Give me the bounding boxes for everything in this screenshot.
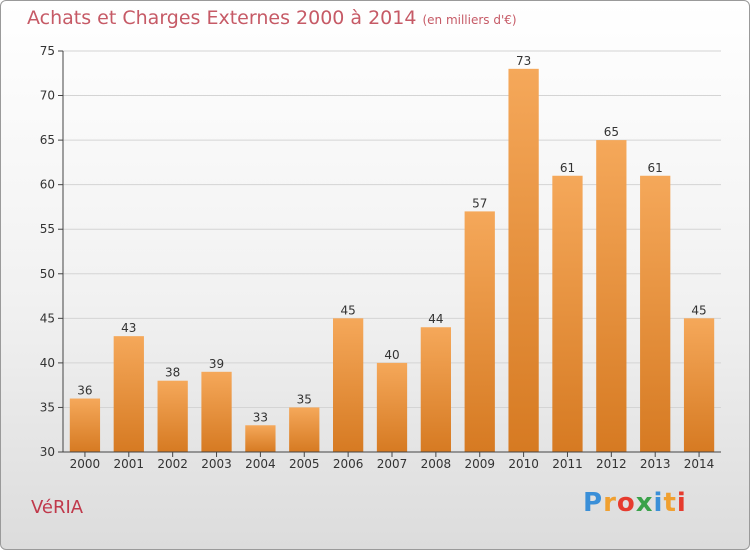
bar-2014 bbox=[683, 318, 715, 452]
data-label: 61 bbox=[648, 161, 663, 175]
bar-2008 bbox=[420, 327, 452, 452]
data-label: 38 bbox=[165, 366, 180, 380]
data-label: 40 bbox=[384, 348, 399, 362]
logo-letter: r bbox=[603, 488, 617, 518]
data-label: 36 bbox=[77, 384, 92, 398]
data-label: 57 bbox=[472, 196, 487, 210]
y-tick-label: 45 bbox=[40, 311, 55, 325]
logo-letter: i bbox=[653, 488, 664, 518]
bar-2009 bbox=[464, 211, 495, 452]
axes: 30 35 40 45 50 55 60 65 70 75 2000 2001 2002 2003 2004… bbox=[40, 44, 721, 471]
logo-letter: o bbox=[616, 488, 636, 518]
x-tick-label: 2010 bbox=[508, 457, 539, 471]
x-tick-label: 2012 bbox=[596, 457, 627, 471]
bar-2004 bbox=[245, 425, 276, 452]
bar-2005 bbox=[289, 407, 320, 452]
x-tick-label: 2002 bbox=[157, 457, 188, 471]
x-tick-label: 2009 bbox=[464, 457, 495, 471]
data-label: 35 bbox=[297, 392, 312, 406]
x-tick-label: 2013 bbox=[640, 457, 671, 471]
y-tick-label: 55 bbox=[40, 222, 55, 236]
logo-letter: x bbox=[635, 488, 654, 518]
data-label: 44 bbox=[428, 312, 443, 326]
data-label: 45 bbox=[340, 303, 355, 317]
x-tick-label: 2008 bbox=[421, 457, 452, 471]
y-tick-label: 40 bbox=[40, 356, 55, 370]
bar-2010 bbox=[508, 68, 539, 453]
y-tick-label: 65 bbox=[40, 133, 55, 147]
y-tick-label: 75 bbox=[40, 44, 55, 58]
data-label: 45 bbox=[691, 303, 706, 317]
x-tick-label: 2011 bbox=[552, 457, 583, 471]
x-tick-label: 2000 bbox=[70, 457, 101, 471]
data-label: 65 bbox=[604, 125, 619, 139]
y-tick-label: 50 bbox=[40, 267, 55, 281]
bar-2002 bbox=[157, 380, 188, 452]
x-tick-label: 2007 bbox=[377, 457, 408, 471]
bar-2011 bbox=[552, 175, 583, 452]
bar-2001 bbox=[113, 336, 144, 452]
chart-title: Achats et Charges Externes 2000 à 2014 (e… bbox=[27, 7, 517, 29]
bar-2012 bbox=[596, 140, 627, 452]
bar-2013 bbox=[640, 175, 671, 452]
logo-letter: P bbox=[583, 488, 604, 518]
x-tick-label: 2001 bbox=[114, 457, 145, 471]
bar-2006 bbox=[332, 318, 364, 452]
data-label: 73 bbox=[516, 54, 531, 68]
proxiti-logo: Proxiti bbox=[583, 488, 687, 518]
logo-letter: t bbox=[663, 488, 677, 518]
y-tick-label: 30 bbox=[40, 445, 55, 459]
bar-2000 bbox=[69, 398, 101, 452]
y-tick-label: 60 bbox=[40, 178, 55, 192]
bar-2003 bbox=[201, 371, 232, 452]
data-label: 61 bbox=[560, 161, 575, 175]
bar-2007 bbox=[376, 362, 408, 452]
x-tick-label: 2004 bbox=[245, 457, 276, 471]
y-tick-label: 35 bbox=[40, 400, 55, 414]
chart-title-text: Achats et Charges Externes 2000 à 2014 bbox=[27, 7, 417, 29]
y-tick-label: 70 bbox=[40, 89, 55, 103]
bars: 36 43 38 39 33 35 45 40 44 57 73 61 65 61 45 bbox=[69, 54, 715, 453]
data-label: 33 bbox=[253, 410, 268, 424]
logo-letter: i bbox=[676, 488, 687, 518]
commune-name: VéRIA bbox=[31, 497, 84, 518]
x-tick-label: 2003 bbox=[201, 457, 232, 471]
x-tick-label: 2006 bbox=[333, 457, 364, 471]
chart-unit: (en milliers d'€) bbox=[422, 13, 517, 27]
x-tick-label: 2014 bbox=[684, 457, 715, 471]
x-tick-label: 2005 bbox=[289, 457, 320, 471]
data-label: 43 bbox=[121, 321, 136, 335]
data-label: 39 bbox=[209, 357, 224, 371]
